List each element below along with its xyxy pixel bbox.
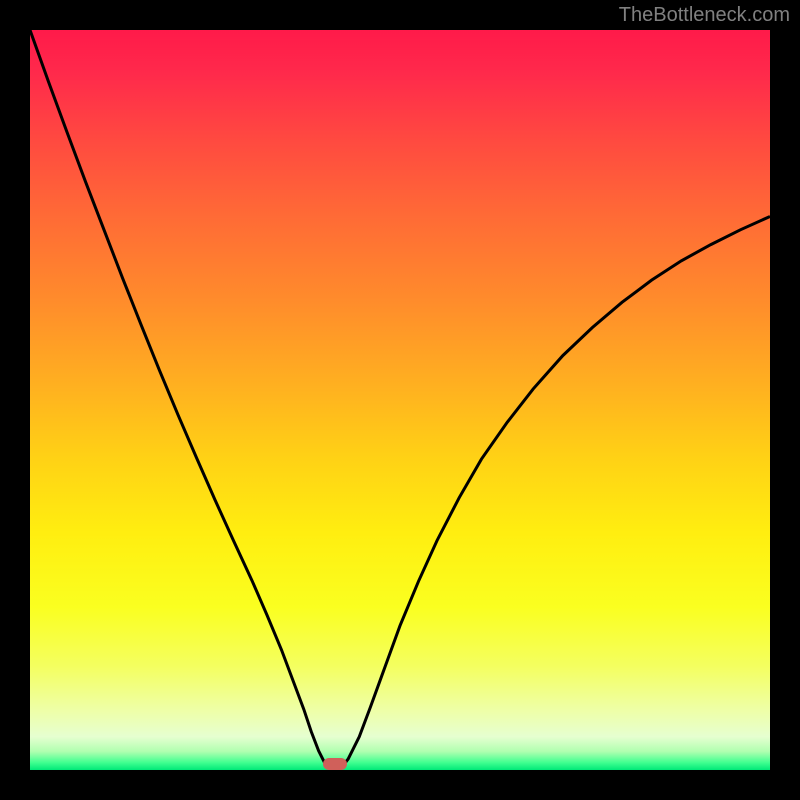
watermark-text: TheBottleneck.com xyxy=(619,4,790,27)
plot-area xyxy=(30,30,770,770)
minimum-marker xyxy=(323,758,347,770)
chart-container: TheBottleneck.com xyxy=(0,0,800,800)
curve-layer xyxy=(30,30,770,770)
bottleneck-curve xyxy=(30,30,770,769)
